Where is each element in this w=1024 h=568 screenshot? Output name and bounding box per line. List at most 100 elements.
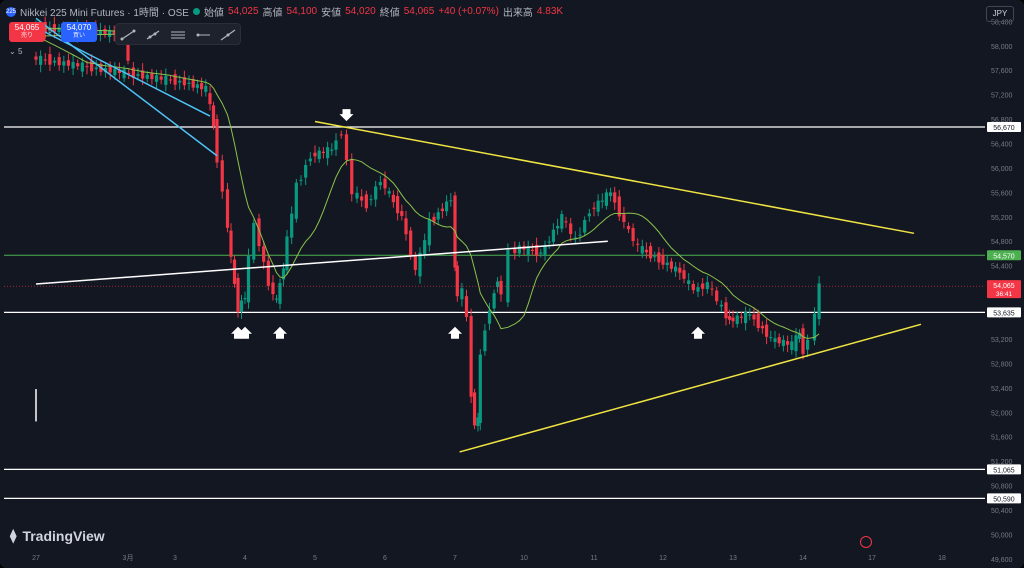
candle-body [687,280,691,284]
candle-body [622,214,626,223]
candle-body [727,316,732,320]
candle-body [364,194,368,209]
candle-body [62,61,66,66]
candle-body [801,328,805,354]
candle-body [547,241,551,243]
candle-body [797,332,802,339]
x-tick-label: 4 [243,555,247,562]
x-tick-label: 3月 [123,554,134,562]
candle-body [556,225,560,229]
candle-body [476,417,480,426]
open-label: 始値 [203,8,224,19]
candle-body [178,80,182,83]
y-tick-label: 54,800 [991,239,1013,246]
candle-body [600,200,604,202]
ray-tool-icon[interactable] [145,28,161,40]
candle-body [739,316,743,318]
candle-body [436,212,440,220]
candle-body [94,67,98,70]
candle-body [817,283,821,320]
level-price-label: 51,065 [993,467,1015,474]
candle-body [52,24,56,32]
candle-body [85,66,89,68]
candle-body [266,260,270,286]
extended-line-tool-icon[interactable] [220,28,236,41]
open-value: 54,025 [227,6,259,17]
market-status-icon [192,8,200,15]
candle-body [334,140,338,150]
y-tick-label: 58,400 [991,19,1013,26]
candle-body [696,287,700,292]
candle-body [794,335,798,352]
candle-body [103,68,108,73]
candle-body [413,256,417,270]
candle-body [339,134,343,136]
candle-body [141,70,145,79]
candle-body [80,62,84,72]
candle-body [608,192,613,197]
candle-body [321,151,325,153]
y-tick-label: 52,000 [991,410,1013,417]
candle-body [285,236,289,271]
x-tick-label: 13 [729,555,737,562]
candle-body [326,147,330,159]
candle-body [535,244,539,256]
y-tick-label: 52,400 [991,386,1013,393]
horizontal-ray-tool-icon[interactable] [195,28,211,40]
candle-body [735,315,739,325]
level-price-tag [987,307,1021,318]
candle-body [583,219,587,233]
candle-body [396,196,400,214]
candle-body [113,68,117,76]
level-price-tag [987,493,1021,504]
x-tick-label: 3 [173,555,177,562]
buy-button[interactable]: 54,070 買い [61,22,97,42]
candle-body [108,66,112,73]
candle-body [460,288,464,300]
candle-body [136,74,140,76]
candle-body [173,74,177,85]
candle-body [812,313,817,341]
candle-body [257,218,261,247]
candle-body [517,245,521,254]
candle-body [626,225,631,230]
currency-selector[interactable]: JPY [986,6,1014,22]
x-tick-label: 14 [799,555,807,562]
candle-body [472,392,477,426]
candle-body [168,79,173,81]
candle-body [195,84,199,88]
candle-body [232,259,237,284]
candle-body [691,284,695,291]
candle-body [57,57,61,66]
indicators-count: 5 [17,47,23,56]
goto-realtime-icon[interactable] [860,536,872,548]
level-price-label: 56,670 [993,125,1015,132]
candle-body [701,283,705,289]
candle-body [378,182,382,186]
candle-body [191,79,195,88]
low-label: 安値 [321,8,342,19]
candle-body [432,216,436,222]
candle-body [752,314,756,320]
close-label: 終値 [379,8,400,19]
x-tick-label: 7 [453,555,457,562]
candle-body [765,324,769,337]
parallel-channel-tool-icon[interactable] [170,28,186,40]
sell-button[interactable]: 54,065 売り [9,22,45,42]
trendline-tool-icon[interactable] [120,28,136,41]
symbol-title[interactable]: Nikkei 225 Mini Futures · 1時間 · OSE [20,8,189,19]
indicators-toggle[interactable]: ⌄ 5 [9,47,23,56]
x-tick-label: 17 [868,555,876,562]
candle-body [769,337,773,339]
arrow-marker-down-icon [339,109,354,122]
candle-body [404,218,408,235]
tradingview-mark-icon: ⧫ [10,528,17,543]
high-value: 54,100 [286,6,318,17]
candle-body [229,230,233,257]
candle-body [483,330,487,352]
volume-label: 出来高 [502,8,533,19]
trend-line-upper-resistance [314,120,915,235]
candle-body [492,293,496,309]
candle-body [204,85,208,92]
